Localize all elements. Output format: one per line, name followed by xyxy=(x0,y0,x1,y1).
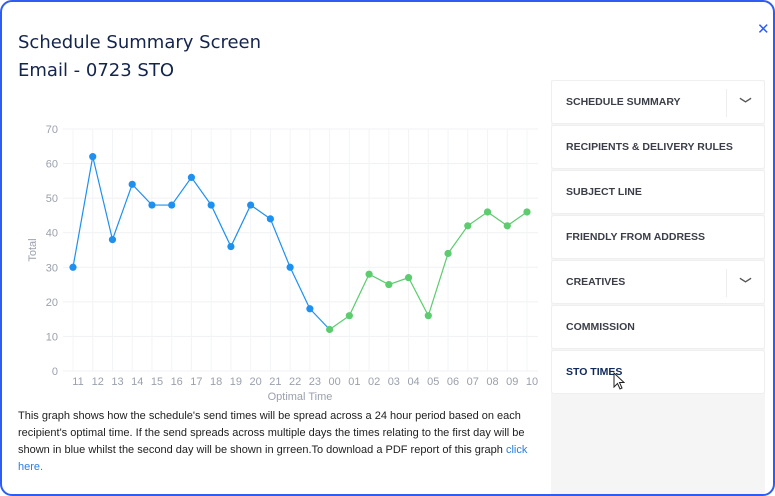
page-subtitle: Email - 0723 STO xyxy=(18,60,174,81)
close-icon[interactable]: ✕ xyxy=(757,21,770,38)
data-point-07 xyxy=(464,222,472,230)
data-point-04 xyxy=(404,274,413,282)
y-tick-label: 70 xyxy=(46,124,58,136)
x-tick-label: 13 xyxy=(111,376,123,388)
x-tick-label: 02 xyxy=(368,376,380,388)
x-tick-label: 04 xyxy=(407,376,419,388)
x-tick-label: 01 xyxy=(348,376,360,388)
data-point-22 xyxy=(286,263,294,271)
x-axis-label: Optimal Time xyxy=(268,391,333,402)
x-tick-label: 11 xyxy=(72,376,83,388)
download-pdf-link[interactable]: click here. xyxy=(18,444,528,473)
y-tick-label: 50 xyxy=(46,193,58,205)
data-point-09 xyxy=(503,222,511,230)
x-tick-label: 16 xyxy=(171,376,183,388)
y-tick-label: 40 xyxy=(46,228,58,240)
data-point-23 xyxy=(306,305,314,313)
data-point-16 xyxy=(168,201,176,209)
chevron-down-icon[interactable]: ﹀ xyxy=(726,89,764,117)
mouse-cursor-icon xyxy=(613,372,626,390)
x-tick-label: 22 xyxy=(289,376,301,388)
x-tick-label: 14 xyxy=(131,376,143,388)
x-tick-label: 03 xyxy=(388,376,400,388)
page-title: Schedule Summary Screen xyxy=(18,32,262,53)
x-tick-label: 09 xyxy=(506,376,518,388)
data-point-12 xyxy=(89,153,97,161)
data-point-08 xyxy=(483,208,492,216)
y-tick-label: 60 xyxy=(46,159,58,171)
chevron-down-icon[interactable]: ﹀ xyxy=(726,269,764,297)
x-tick-label: 06 xyxy=(447,376,459,388)
section-label: SCHEDULE SUMMARY xyxy=(566,96,681,108)
data-point-15 xyxy=(148,201,156,209)
series-connector xyxy=(309,308,331,330)
x-tick-label: 17 xyxy=(190,376,202,388)
x-tick-label: 23 xyxy=(309,376,321,388)
data-point-17 xyxy=(187,173,196,181)
y-tick-label: 0 xyxy=(52,366,58,378)
x-tick-label: 08 xyxy=(486,376,498,388)
x-tick-label: 18 xyxy=(210,376,222,388)
section-sto-times[interactable]: STO TIMES xyxy=(551,350,765,394)
data-point-13 xyxy=(108,236,117,244)
section-recipients-delivery-rules[interactable]: RECIPIENTS & DELIVERY RULES xyxy=(551,125,765,169)
x-tick-label: 21 xyxy=(269,376,281,388)
x-tick-label: 05 xyxy=(427,376,439,388)
description-text: This graph shows how the schedule's send… xyxy=(18,410,525,456)
data-point-20 xyxy=(247,201,255,209)
x-tick-label: 12 xyxy=(92,376,104,388)
section-commission[interactable]: COMMISSION xyxy=(551,305,765,349)
data-point-11 xyxy=(69,263,77,271)
y-tick-label: 30 xyxy=(46,262,58,274)
section-schedule-summary[interactable]: SCHEDULE SUMMARY ﹀ xyxy=(551,80,765,124)
y-tick-label: 10 xyxy=(46,331,58,343)
section-label: STO TIMES xyxy=(566,366,623,378)
data-point-10 xyxy=(523,208,531,216)
data-point-14 xyxy=(128,180,136,188)
data-point-18 xyxy=(207,201,215,209)
data-point-01 xyxy=(345,312,353,320)
section-label: CREATIVES xyxy=(566,276,626,288)
x-tick-label: 15 xyxy=(151,376,163,388)
x-tick-label: 20 xyxy=(250,376,262,388)
sections-accordion: SCHEDULE SUMMARY ﹀ RECIPIENTS & DELIVERY R… xyxy=(551,80,765,494)
section-friendly-from-address[interactable]: FRIENDLY FROM ADDRESS xyxy=(551,215,765,259)
data-point-06 xyxy=(444,249,452,258)
data-point-05 xyxy=(424,312,432,320)
chart-description: This graph shows how the schedule's send… xyxy=(18,408,538,476)
y-tick-label: 20 xyxy=(46,297,58,309)
section-creatives[interactable]: CREATIVES ﹀ xyxy=(551,260,765,304)
x-tick-label: 00 xyxy=(328,376,340,388)
section-subject-line[interactable]: SUBJECT LINE xyxy=(551,170,765,214)
data-point-03 xyxy=(385,280,393,289)
section-label: RECIPIENTS & DELIVERY RULES xyxy=(566,141,733,153)
x-tick-label: 10 xyxy=(526,376,538,388)
x-tick-label: 19 xyxy=(230,376,242,388)
data-point-02 xyxy=(365,270,373,278)
data-point-19 xyxy=(227,242,235,251)
data-point-21 xyxy=(266,215,274,223)
section-label: SUBJECT LINE xyxy=(566,186,642,198)
y-axis-label: Total xyxy=(27,238,39,261)
data-point-00 xyxy=(326,325,334,334)
x-tick-label: 07 xyxy=(467,376,479,388)
section-label: FRIENDLY FROM ADDRESS xyxy=(566,231,706,243)
section-label: COMMISSION xyxy=(566,321,635,333)
